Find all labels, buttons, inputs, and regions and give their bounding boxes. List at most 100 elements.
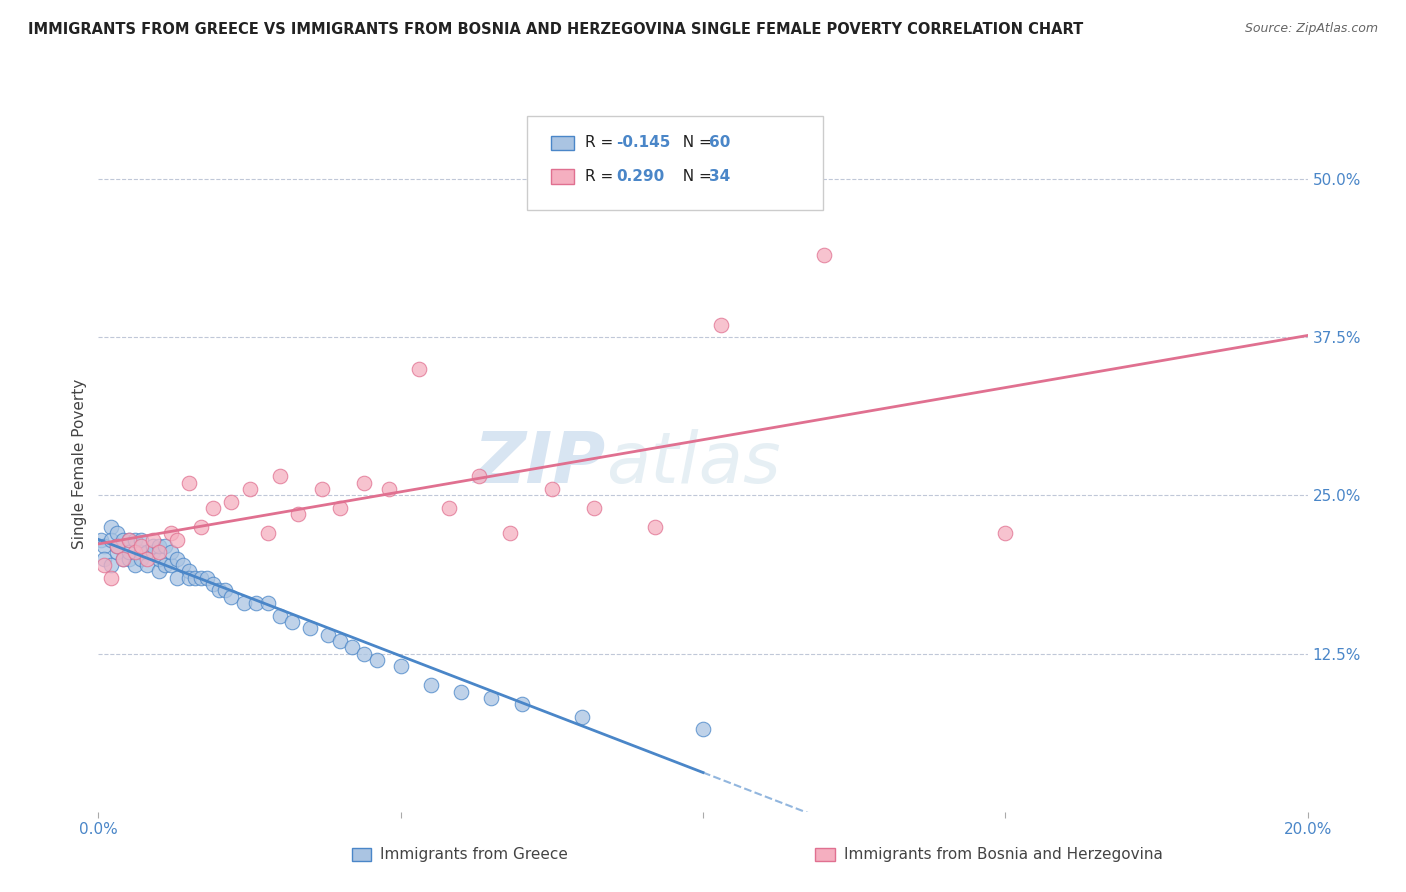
Point [100,533,122,547]
Point [202,501,225,516]
Text: Source: ZipAtlas.com: Source: ZipAtlas.com [1244,22,1378,36]
Point [135,545,157,559]
Point [124,545,146,559]
Point [239,482,262,496]
Point [142,539,165,553]
Point [450,684,472,698]
Point [148,545,170,559]
Point [111,551,134,566]
Point [994,526,1017,541]
Point [124,558,146,572]
Point [583,501,606,516]
Point [281,615,304,629]
Point [142,545,165,559]
Point [202,577,225,591]
Point [118,551,141,566]
Text: IMMIGRANTS FROM GREECE VS IMMIGRANTS FROM BOSNIA AND HERZEGOVINA SINGLE FEMALE P: IMMIGRANTS FROM GREECE VS IMMIGRANTS FRO… [28,22,1084,37]
Point [510,697,533,711]
Point [269,608,291,623]
Point [166,571,188,585]
Point [129,539,152,553]
Point [118,533,141,547]
Point [214,583,236,598]
Text: N =: N = [673,169,717,184]
Point [377,482,399,496]
Point [100,571,122,585]
Point [179,475,201,490]
Point [190,571,212,585]
Point [329,501,352,516]
Point [408,362,430,376]
Point [256,526,278,541]
Point [118,545,141,559]
Point [329,634,352,648]
Point [135,558,157,572]
Point [100,558,122,572]
Point [481,690,503,705]
Point [129,551,152,566]
Point [571,710,593,724]
Point [142,533,165,547]
Point [232,596,254,610]
Point [166,533,188,547]
Text: Immigrants from Bosnia and Herzegovina: Immigrants from Bosnia and Herzegovina [844,847,1163,862]
Text: 60: 60 [709,136,730,150]
Point [420,678,443,692]
Text: R =: R = [585,169,619,184]
Point [153,539,176,553]
Point [644,520,666,534]
Text: 34: 34 [709,169,730,184]
Point [148,539,170,553]
Point [540,482,562,496]
Text: N =: N = [673,136,717,150]
Point [287,508,309,522]
Point [160,526,183,541]
Point [118,533,141,547]
Point [221,495,243,509]
Text: 0.290: 0.290 [616,169,664,184]
Point [105,526,128,541]
Point [498,526,520,541]
Point [366,653,388,667]
Point [221,590,243,604]
Text: R =: R = [585,136,619,150]
Point [437,501,460,516]
Point [179,565,201,579]
Point [105,545,128,559]
Text: Immigrants from Greece: Immigrants from Greece [380,847,568,862]
Point [111,551,134,566]
Point [160,558,183,572]
Point [105,539,128,553]
Point [148,551,170,566]
Point [172,558,194,572]
Point [129,533,152,547]
Point [342,640,364,655]
Point [184,571,207,585]
Point [353,475,375,490]
Y-axis label: Single Female Poverty: Single Female Poverty [72,379,87,549]
Point [190,520,212,534]
Point [353,647,375,661]
Point [124,533,146,547]
Point [100,520,122,534]
Point [468,469,491,483]
Point [389,659,412,673]
Text: atlas: atlas [606,429,780,499]
Point [710,318,733,332]
Point [111,533,134,547]
Point [179,571,201,585]
Point [245,596,267,610]
Point [256,596,278,610]
Point [93,539,115,553]
Point [129,545,152,559]
Point [160,545,183,559]
Point [813,248,835,262]
Point [148,565,170,579]
Point [316,627,339,641]
Point [93,558,115,572]
Point [166,551,188,566]
Point [208,583,231,598]
Point [90,533,112,547]
Point [311,482,333,496]
Point [269,469,291,483]
